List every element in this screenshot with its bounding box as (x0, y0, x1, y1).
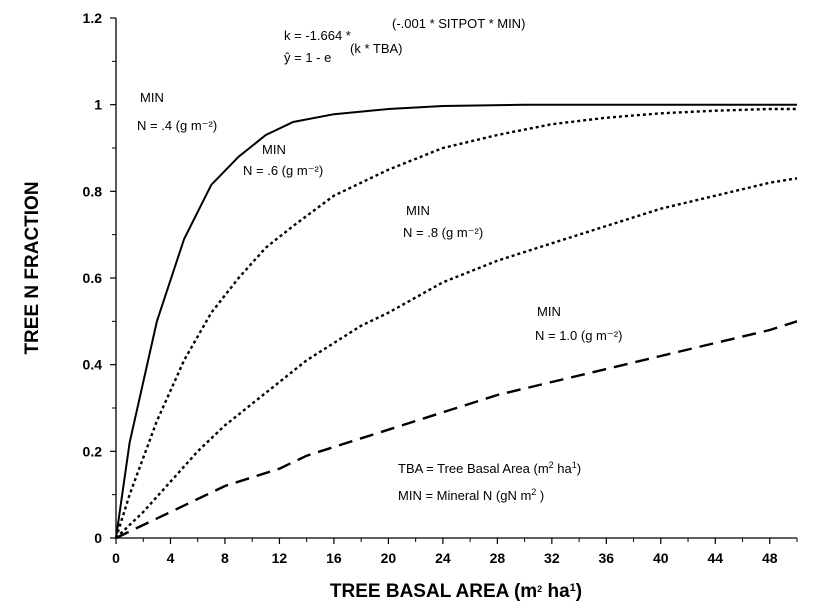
series-label-n-4: N = 1.0 (g m⁻²) (535, 328, 622, 343)
series-layer (114, 103, 798, 540)
series-line-4 (115, 320, 798, 540)
x-tick-label: 24 (435, 550, 451, 566)
legend-note-tba: TBA = Tree Basal Area (m2 ha1) (398, 460, 581, 476)
series-label-min-2: MIN (262, 142, 286, 157)
y-tick-label: 0.8 (83, 183, 103, 199)
y-tick-label: 0.6 (83, 270, 103, 286)
legend-note-min: MIN = Mineral N (gN m2 ) (398, 487, 544, 503)
series-label-n-3: N = .8 (g m⁻²) (403, 225, 483, 240)
x-tick-label: 0 (112, 550, 120, 566)
equation-line1-exponent: (-.001 * SITPOT * MIN) (392, 16, 525, 31)
series-label-min-4: MIN (537, 304, 561, 319)
x-tick-label: 20 (381, 550, 397, 566)
y-tick-label: 0 (94, 530, 102, 546)
equation-line1: k = -1.664 * (284, 28, 351, 43)
y-tick-label: 0.2 (83, 443, 103, 459)
x-tick-label: 32 (544, 550, 560, 566)
series-line-1 (115, 103, 797, 539)
x-tick-label: 44 (707, 550, 723, 566)
x-tick-label: 48 (762, 550, 778, 566)
x-tick-label: 12 (272, 550, 288, 566)
series-line-2 (114, 107, 797, 539)
equation-line2: ŷ = 1 - e (284, 50, 331, 65)
x-tick-label: 4 (167, 550, 175, 566)
series-label-min-1: MIN (140, 90, 164, 105)
equation-line2-exponent: (k * TBA) (350, 41, 403, 56)
y-tick-label: 1.2 (83, 10, 103, 26)
y-axis-title: TREE N FRACTION (22, 181, 43, 354)
x-axis-title: TREE BASAL AREA (m2 ha1) (330, 581, 582, 602)
series-label-min-3: MIN (406, 203, 430, 218)
x-tick-label: 40 (653, 550, 669, 566)
series-label-n-2: N = .6 (g m⁻²) (243, 163, 323, 178)
x-tick-label: 36 (599, 550, 615, 566)
y-tick-label: 0.4 (83, 357, 103, 373)
x-tick-label: 16 (326, 550, 342, 566)
y-tick-label: 1 (94, 97, 102, 113)
legend-notes: TBA = Tree Basal Area (m2 ha1) MIN = Min… (398, 460, 581, 503)
series-line-3 (115, 177, 798, 539)
x-tick-label: 28 (490, 550, 506, 566)
series-label-n-1: N = .4 (g m⁻²) (137, 118, 217, 133)
series-labels: MIN N = .4 (g m⁻²) MIN N = .6 (g m⁻²) MIN N =… (137, 90, 622, 343)
equation: k = -1.664 * (-.001 * SITPOT * MIN) ŷ = … (284, 16, 525, 65)
x-tick-label: 8 (221, 550, 229, 566)
